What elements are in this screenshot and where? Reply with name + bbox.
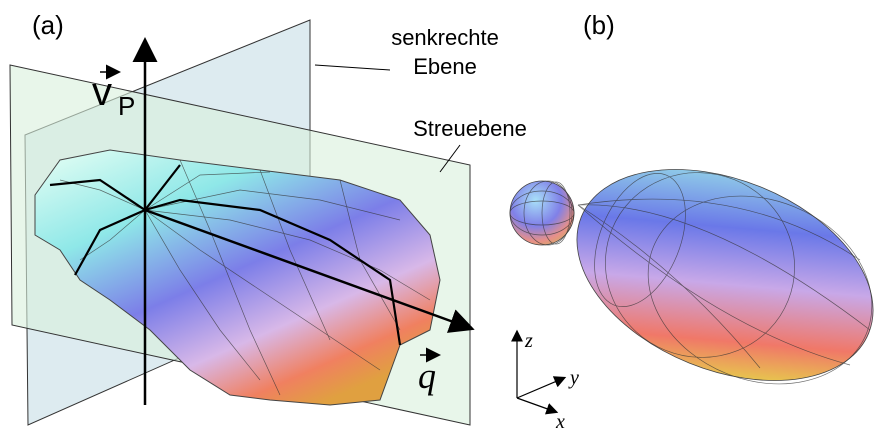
q-axis <box>144 208 475 333</box>
small-lobe-mesh <box>509 180 575 246</box>
vector-q: q <box>418 356 436 396</box>
large-lobe <box>576 169 874 381</box>
leader <box>439 144 461 173</box>
plane-label: Streuebene <box>413 116 527 141</box>
axis-label: z <box>524 330 533 352</box>
leader <box>314 64 391 71</box>
x-axis <box>516 397 559 415</box>
plane-label: senkrechte <box>391 25 499 50</box>
y-axis <box>516 376 567 399</box>
axis-label: y <box>568 367 579 389</box>
vector-v: v <box>92 70 112 114</box>
plane-label: Ebene <box>413 54 477 79</box>
axis-label: x <box>555 411 565 432</box>
large-lobe-mesh <box>577 172 873 385</box>
cut-line <box>49 164 181 212</box>
panel-label: (b) <box>583 10 615 40</box>
cut-line <box>74 198 402 346</box>
panel-label: (a) <box>32 10 64 40</box>
vector-v-subscript: P <box>118 91 135 121</box>
